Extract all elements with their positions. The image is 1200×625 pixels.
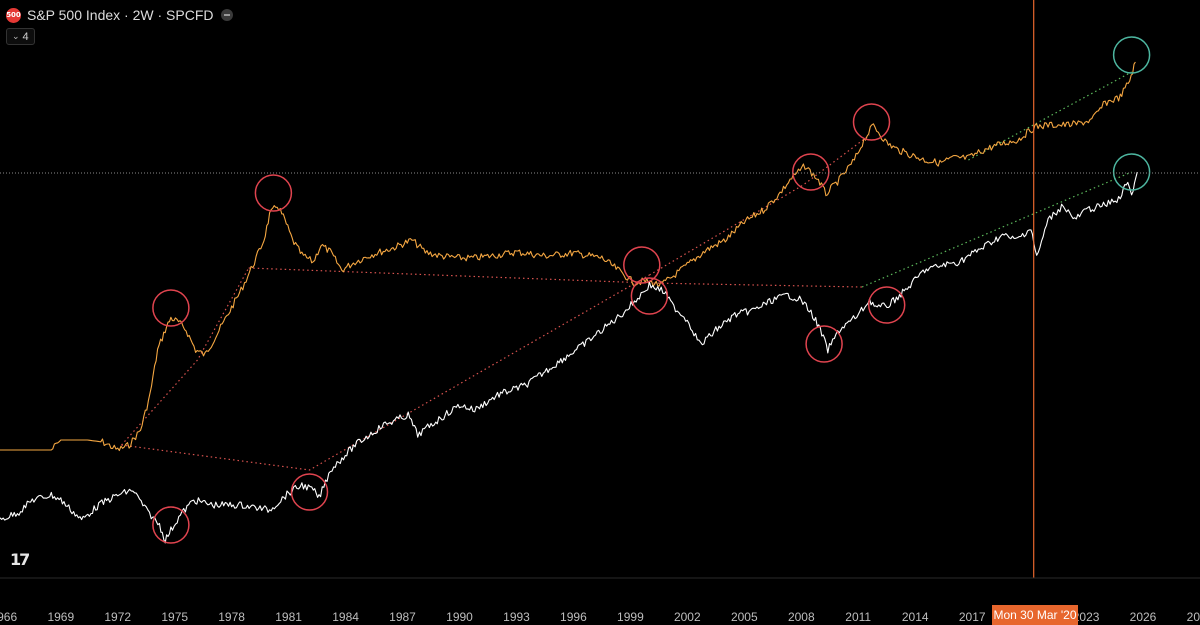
series-lines	[0, 61, 1138, 544]
highlight-circle-orange-5	[852, 103, 891, 141]
highlight-circle-white-12	[1112, 153, 1151, 191]
x-tick-label: 2011	[845, 610, 871, 624]
x-tick-label: 2005	[731, 610, 758, 624]
highlight-circle-white-8	[290, 473, 329, 511]
x-tick-label: 2029	[1187, 610, 1200, 624]
highlight-circle-white-10	[805, 325, 843, 363]
sp500-logo: 500	[6, 7, 21, 23]
x-tick-label: 2008	[788, 610, 815, 624]
x-tick-label: 2023	[1073, 610, 1100, 624]
chart-header: 500 S&P 500 Index · 2W · SPCFD	[6, 6, 234, 24]
highlight-circle-orange-3	[623, 246, 661, 284]
x-tick-label: 1969	[47, 610, 74, 624]
x-tick-label: 1984	[332, 610, 359, 624]
x-tick-label: 1993	[503, 610, 530, 624]
x-tick-label: 1987	[389, 610, 416, 624]
x-tick-label: 1996	[560, 610, 587, 624]
highlight-circles	[152, 36, 1151, 544]
highlight-circle-white-11	[867, 286, 906, 324]
x-tick-label: 1972	[104, 610, 131, 624]
x-tick-label: 1990	[446, 610, 473, 624]
indicators-collapse-button[interactable]: ⌄ 4	[6, 28, 35, 45]
highlight-circle-orange-1	[152, 289, 190, 327]
x-tick-label: 2026	[1130, 610, 1157, 624]
highlight-circle-orange-6	[1112, 36, 1151, 74]
highlight-circle-orange-4	[792, 153, 830, 191]
symbol-title[interactable]: S&P 500 Index · 2W · SPCFD	[27, 7, 214, 23]
highlight-circle-white-9	[630, 277, 669, 315]
x-tick-label: 2002	[674, 610, 701, 624]
trend-line-6	[861, 171, 1132, 288]
x-tick-label: 1978	[218, 610, 245, 624]
white-series-line	[0, 171, 1138, 544]
orange-series-line	[0, 61, 1136, 452]
x-tick-label: 1975	[161, 610, 188, 624]
trend-line-4	[649, 134, 870, 276]
crosshair-date-label: Mon 30 Mar '20	[992, 605, 1078, 625]
time-axis-ticks: 1966 1969 1972 1975 1978 1981 1984 1987 1990 1993…	[0, 610, 1200, 624]
tradingview-logo: 17	[10, 550, 30, 569]
highlight-circle-orange-2	[254, 174, 293, 212]
trend-line-3	[121, 274, 650, 471]
x-tick-label: 1999	[617, 610, 644, 624]
x-tick-label: 2017	[959, 610, 986, 624]
x-tick-label: 2014	[902, 610, 929, 624]
chevron-down-icon: ⌄	[12, 31, 20, 41]
visibility-icon[interactable]	[221, 9, 234, 21]
highlight-circle-white-7	[152, 506, 190, 544]
indicator-count: 4	[22, 30, 29, 43]
x-tick-label: 1966	[0, 610, 17, 624]
x-tick-label: 1981	[275, 610, 302, 624]
